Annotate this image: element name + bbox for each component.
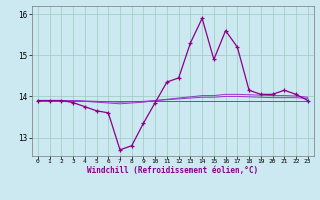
X-axis label: Windchill (Refroidissement éolien,°C): Windchill (Refroidissement éolien,°C) <box>87 166 258 175</box>
